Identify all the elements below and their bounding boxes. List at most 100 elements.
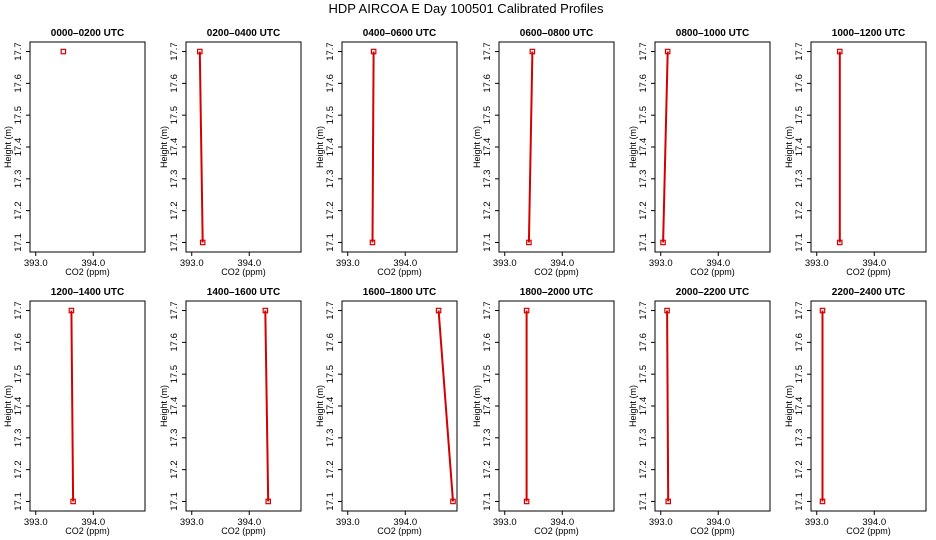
y-tick-label: 17.3 — [794, 429, 805, 448]
y-tick-label: 17.1 — [638, 233, 649, 252]
y-tick-label: 17.3 — [169, 170, 180, 189]
panel-title: 0400–0600 UTC — [363, 28, 436, 39]
profile-panel: 2200–2400 UTC 17.1 17.2 17.3 17.4 17.5 17.6 17.… — [784, 287, 927, 536]
x-tick-label: 394.0 — [550, 517, 574, 528]
x-tick-label: 394.0 — [393, 517, 417, 528]
profile-panel: 0400–0600 UTC 17.1 17.2 17.3 17.4 17.5 17.6 17.… — [315, 28, 458, 277]
y-axis-label: Height (m) — [628, 126, 638, 168]
y-tick-label: 17.2 — [794, 201, 805, 220]
x-tick-label: 394.0 — [706, 517, 730, 528]
profile-point — [262, 307, 269, 314]
y-axis-label: Height (m) — [472, 126, 482, 168]
y-tick-label: 17.5 — [794, 365, 805, 384]
profile-point — [665, 498, 672, 505]
x-axis-label: CO2 (ppm) — [377, 267, 422, 277]
y-tick-label: 17.6 — [482, 74, 493, 93]
y-tick-label: 17.6 — [638, 74, 649, 93]
profile-point — [836, 48, 843, 55]
panel-title: 0600–0800 UTC — [520, 28, 593, 39]
y-tick-label: 17.2 — [325, 460, 336, 479]
y-tick-label: 17.2 — [482, 460, 493, 479]
y-tick-label: 17.1 — [169, 492, 180, 511]
profile-line — [527, 51, 534, 243]
y-tick-label: 17.4 — [638, 397, 649, 416]
x-axis-label: CO2 (ppm) — [221, 267, 266, 277]
y-axis-label: Height (m) — [628, 385, 638, 427]
x-tick-label: 394.0 — [550, 258, 574, 269]
y-tick-label: 17.4 — [13, 138, 24, 157]
x-axis-label: CO2 (ppm) — [534, 526, 579, 536]
y-tick-label: 17.7 — [794, 301, 805, 320]
y-tick-label: 17.6 — [169, 74, 180, 93]
profile-line — [662, 51, 669, 243]
y-tick-label: 17.1 — [13, 233, 24, 252]
figure-title: HDP AIRCOA E Day 100501 Calibrated Profi… — [328, 1, 604, 16]
plot-frame — [810, 300, 927, 512]
x-axis-label: CO2 (ppm) — [65, 267, 110, 277]
profile-point — [450, 498, 456, 505]
y-tick-label: 17.1 — [794, 233, 805, 252]
x-tick-label: 393.0 — [649, 517, 673, 528]
y-tick-label: 17.3 — [325, 429, 336, 448]
profile-panel: 1800–2000 UTC 17.1 17.2 17.3 17.4 17.5 17.6 17.… — [472, 287, 615, 536]
y-tick-label: 17.4 — [325, 138, 336, 157]
y-axis-label: Height (m) — [3, 385, 13, 427]
x-tick-label: 394.0 — [393, 258, 417, 269]
y-tick-label: 17.1 — [169, 233, 180, 252]
y-tick-label: 17.5 — [325, 106, 336, 125]
y-tick-label: 17.7 — [13, 42, 24, 61]
plot-frame — [29, 300, 146, 512]
y-tick-label: 17.4 — [482, 397, 493, 416]
panel-title: 2000–2200 UTC — [676, 287, 749, 298]
plot-frame — [185, 300, 302, 512]
x-tick-label: 394.0 — [862, 258, 886, 269]
x-tick-label: 393.0 — [805, 517, 829, 528]
profile-panel: 0200–0400 UTC 17.1 17.2 17.3 17.4 17.5 17.6 17.… — [159, 28, 302, 277]
x-tick-label: 394.0 — [706, 258, 730, 269]
y-tick-label: 17.6 — [794, 74, 805, 93]
x-tick-label: 393.0 — [805, 258, 829, 269]
profile-point — [836, 239, 843, 246]
x-axis-label: CO2 (ppm) — [846, 526, 891, 536]
y-tick-label: 17.2 — [638, 460, 649, 479]
profile-line — [666, 310, 670, 502]
profile-panel: 2000–2200 UTC 17.1 17.2 17.3 17.4 17.5 17.6 17.… — [628, 287, 771, 536]
profile-panel: 0000–0200 UTC 17.1 17.2 17.3 17.4 17.5 17.6 17.… — [3, 28, 146, 277]
profile-point — [819, 498, 826, 505]
y-tick-label: 17.3 — [482, 429, 493, 448]
x-axis-label: CO2 (ppm) — [534, 267, 579, 277]
panel-grid: 0000–0200 UTC 17.1 17.2 17.3 17.4 17.5 17.6 17.… — [3, 28, 927, 536]
panel-title: 2200–2400 UTC — [832, 287, 905, 298]
y-tick-label: 17.1 — [482, 233, 493, 252]
y-tick-label: 17.2 — [482, 201, 493, 220]
profile-panel: 1400–1600 UTC 17.1 17.2 17.3 17.4 17.5 17.6 17.… — [159, 287, 302, 536]
y-axis-label: Height (m) — [315, 126, 325, 168]
y-tick-label: 17.4 — [325, 397, 336, 416]
y-tick-label: 17.5 — [169, 106, 180, 125]
x-tick-label: 394.0 — [862, 517, 886, 528]
plot-frame — [810, 41, 927, 253]
y-tick-label: 17.7 — [794, 42, 805, 61]
profile-point — [70, 498, 76, 505]
y-tick-label: 17.6 — [794, 333, 805, 352]
y-tick-label: 17.5 — [482, 365, 493, 384]
y-tick-label: 17.1 — [325, 492, 336, 511]
y-tick-label: 17.1 — [482, 492, 493, 511]
y-tick-label: 17.7 — [169, 42, 180, 61]
y-tick-label: 17.2 — [325, 201, 336, 220]
profile-line — [371, 51, 375, 243]
profile-point — [370, 48, 377, 55]
y-tick-label: 17.5 — [169, 365, 180, 384]
profile-point — [664, 307, 670, 314]
panel-title: 1400–1600 UTC — [207, 287, 280, 298]
y-tick-label: 17.7 — [482, 301, 493, 320]
y-tick-label: 17.5 — [794, 106, 805, 125]
x-tick-label: 393.0 — [24, 258, 48, 269]
plot-frame — [498, 300, 615, 512]
profile-point — [664, 48, 671, 55]
y-tick-label: 17.7 — [325, 42, 336, 61]
y-tick-label: 17.3 — [13, 170, 24, 189]
panel-title: 1600–1800 UTC — [363, 287, 436, 298]
plot-frame — [498, 41, 615, 253]
